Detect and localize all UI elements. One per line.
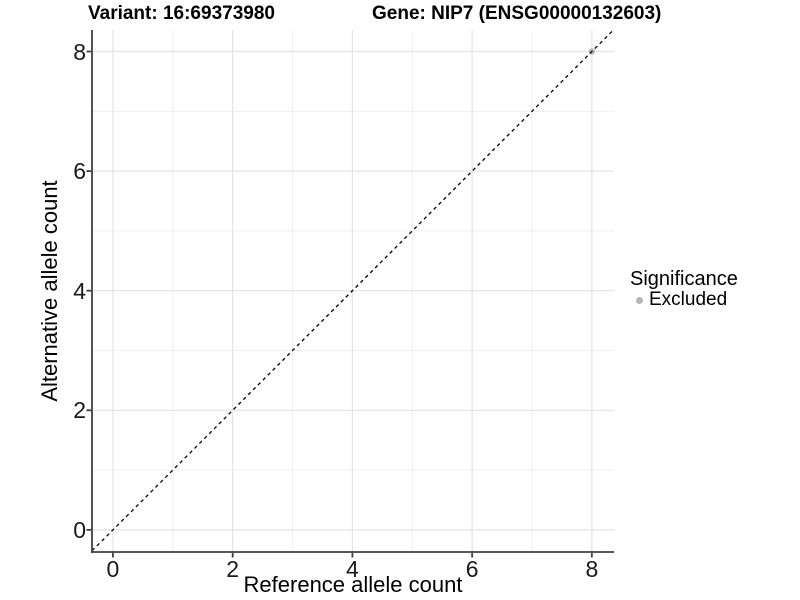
plot-title-gene: Gene: NIP7 (ENSG00000132603) [372,3,662,24]
x-axis-title: Reference allele count [243,572,463,597]
y-tick-label: 2 [73,397,86,424]
y-tick-label: 6 [73,158,86,185]
x-tick-label: 0 [106,556,120,582]
x-tick-label: 4 [345,556,359,582]
plot-title-variant: Variant: 16:69373980 [88,3,275,24]
y-tick-label: 8 [73,38,86,65]
x-tick-label: 2 [226,556,240,582]
legend-item-excluded: Excluded [628,290,738,310]
x-tick-label: 8 [585,556,599,582]
legend-item-label: Excluded [649,289,728,310]
y-tick-label: 4 [73,277,86,304]
legend-title: Significance [630,268,738,290]
y-tick-label: 0 [73,516,86,543]
legend: Significance Excluded [628,268,738,310]
x-tick-label: 6 [465,556,479,582]
identity-line [91,29,614,552]
legend-point-icon [636,296,643,304]
